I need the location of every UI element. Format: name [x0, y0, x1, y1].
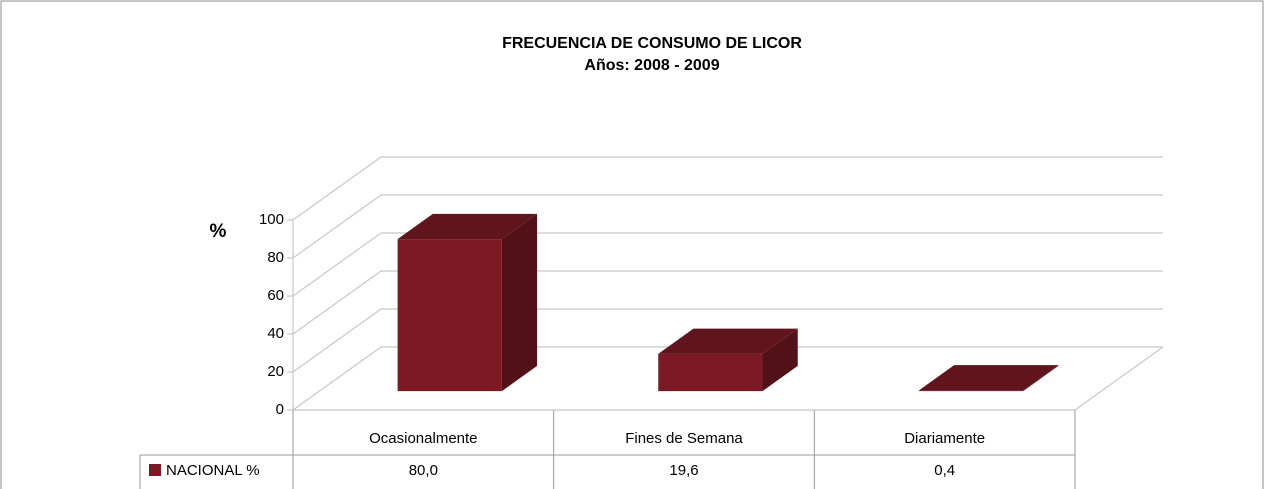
bar-side — [1023, 365, 1059, 392]
y-tick-label: 20 — [267, 363, 284, 380]
y-tick-label: 80 — [267, 249, 284, 266]
y-axis-label: % — [210, 221, 227, 242]
grid-line — [292, 346, 1163, 411]
data-label: 0,4 — [934, 462, 955, 479]
bar-top — [397, 213, 538, 240]
data-label: 80,0 — [409, 462, 438, 479]
bar-side — [501, 213, 538, 392]
chart-title: FRECUENCIA DE CONSUMO DE LICOR — [502, 35, 802, 52]
bar-top — [918, 365, 1059, 391]
legend-swatch — [149, 464, 161, 476]
bar-front — [397, 239, 502, 392]
bar-front — [918, 390, 1024, 392]
x-tick-label: Fines de Semana — [625, 430, 743, 447]
grid-line — [292, 232, 1163, 297]
grid-line — [292, 270, 1163, 335]
bar-side — [762, 328, 798, 392]
y-tick-label: 0 — [276, 401, 284, 418]
chart-subtitle: Años: 2008 - 2009 — [584, 57, 719, 74]
legend-label: NACIONAL % — [166, 462, 260, 479]
x-tick-label: Ocasionalmente — [369, 430, 477, 447]
grid-line — [292, 194, 1163, 259]
bar-front — [658, 353, 763, 392]
y-tick-label: 40 — [267, 325, 284, 342]
y-tick-label: 60 — [267, 287, 284, 304]
grid-line — [292, 156, 1163, 221]
data-label: 19,6 — [669, 462, 698, 479]
x-tick-label: Diariamente — [904, 430, 985, 447]
grid-line — [292, 308, 1163, 373]
bar-top — [658, 328, 798, 354]
y-tick-label: 100 — [259, 211, 284, 228]
